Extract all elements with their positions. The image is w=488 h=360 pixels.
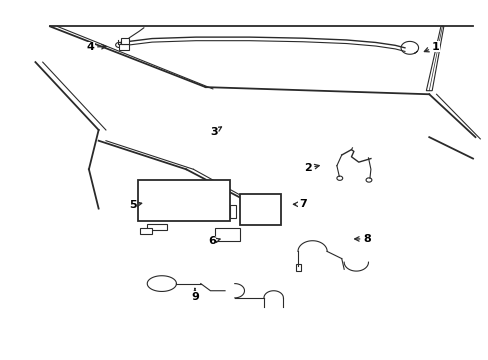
Text: 9: 9 <box>191 288 199 302</box>
Bar <box>137 180 229 221</box>
Text: 8: 8 <box>354 234 370 244</box>
Bar <box>295 264 301 271</box>
Text: 2: 2 <box>303 163 319 173</box>
Bar <box>239 194 281 225</box>
Text: 1: 1 <box>424 42 439 52</box>
Bar <box>215 228 239 241</box>
Text: 6: 6 <box>207 237 220 247</box>
Text: 7: 7 <box>293 199 306 209</box>
Bar <box>140 228 152 234</box>
Polygon shape <box>426 26 443 91</box>
Text: 4: 4 <box>86 42 106 52</box>
Text: 5: 5 <box>129 200 142 210</box>
Bar <box>121 38 129 44</box>
Text: 3: 3 <box>210 127 221 137</box>
Bar <box>118 44 129 50</box>
Bar <box>229 205 235 217</box>
Bar <box>147 224 166 230</box>
